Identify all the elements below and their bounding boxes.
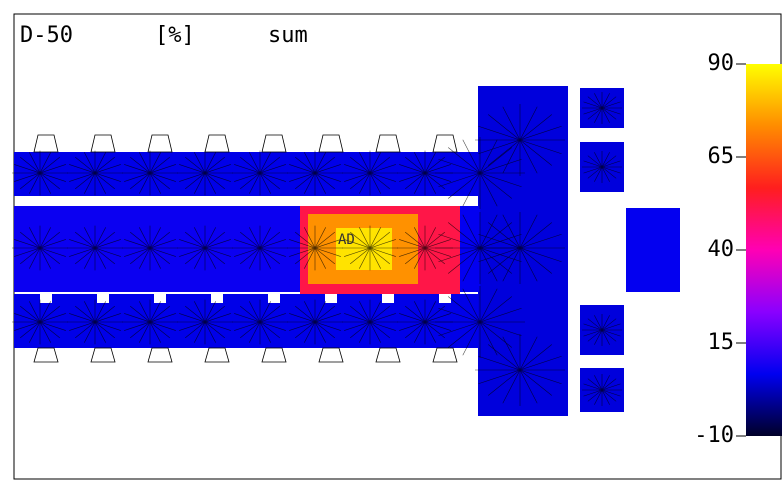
mesh-line (344, 313, 396, 331)
region (478, 86, 568, 416)
slot (154, 197, 166, 206)
colorbar (746, 64, 782, 436)
mesh-line (478, 355, 562, 385)
slot (154, 294, 166, 303)
fin (204, 134, 230, 153)
fin (261, 347, 287, 363)
tick-label: 15 (708, 330, 735, 355)
mesh-line (399, 313, 451, 331)
slot (439, 197, 451, 206)
fin (375, 347, 401, 363)
title: D-50 (20, 23, 73, 48)
slot (382, 294, 394, 303)
mesh-line (344, 239, 396, 257)
mesh-line (179, 239, 231, 257)
tick-label: 65 (708, 144, 735, 169)
annotation: AD (338, 232, 355, 248)
fin (33, 347, 59, 363)
fin (147, 134, 173, 153)
mesh-line (583, 101, 621, 115)
slot (439, 294, 451, 303)
slot (382, 197, 394, 206)
fin (375, 134, 401, 153)
slot (211, 197, 223, 206)
mesh (12, 92, 622, 406)
fin (90, 347, 116, 363)
mesh-line (14, 313, 66, 331)
mesh-line (14, 164, 66, 182)
mesh-line (234, 164, 286, 182)
mesh-line (69, 239, 121, 257)
mesh-line (179, 313, 231, 331)
mesh-line (289, 239, 341, 257)
colorbar-ticks: -10 15 40 65 90 (694, 51, 746, 448)
fin (432, 134, 458, 153)
slot (97, 294, 109, 303)
region (14, 294, 480, 348)
fin (318, 134, 344, 153)
fin (318, 347, 344, 363)
mesh-line (69, 164, 121, 182)
mesh-line (289, 313, 341, 331)
mesh-line (69, 313, 121, 331)
slot (325, 197, 337, 206)
mode: sum (268, 23, 308, 48)
slot (325, 294, 337, 303)
mesh-line (124, 164, 176, 182)
tick-label: 90 (708, 51, 735, 76)
mesh-line (478, 125, 562, 155)
slot (268, 197, 280, 206)
mesh-line (124, 313, 176, 331)
tick-label: -10 (694, 423, 734, 448)
fin (147, 347, 173, 363)
mesh-line (583, 383, 621, 397)
mesh-line (14, 239, 66, 257)
fin (432, 347, 458, 363)
fin (33, 134, 59, 153)
mesh-line (399, 239, 451, 257)
region (14, 206, 304, 292)
region (336, 228, 392, 270)
region (626, 208, 680, 292)
mesh-line (583, 323, 621, 337)
mesh-line (478, 233, 562, 263)
mesh-line (234, 313, 286, 331)
fin (204, 347, 230, 363)
slot (40, 294, 52, 303)
slot (211, 294, 223, 303)
slot (97, 197, 109, 206)
mesh-line (289, 164, 341, 182)
mesh-line (234, 239, 286, 257)
fin (90, 134, 116, 153)
fin (261, 134, 287, 153)
mesh-line (344, 164, 396, 182)
region (14, 152, 480, 196)
slot (40, 197, 52, 206)
tick-label: 40 (708, 237, 735, 262)
mesh-line (124, 239, 176, 257)
mesh-line (179, 164, 231, 182)
unit: [%] (155, 23, 195, 48)
mesh-line (438, 307, 522, 337)
mesh-line (399, 164, 451, 182)
mesh-line (583, 160, 621, 174)
region (460, 206, 480, 292)
slot (268, 294, 280, 303)
